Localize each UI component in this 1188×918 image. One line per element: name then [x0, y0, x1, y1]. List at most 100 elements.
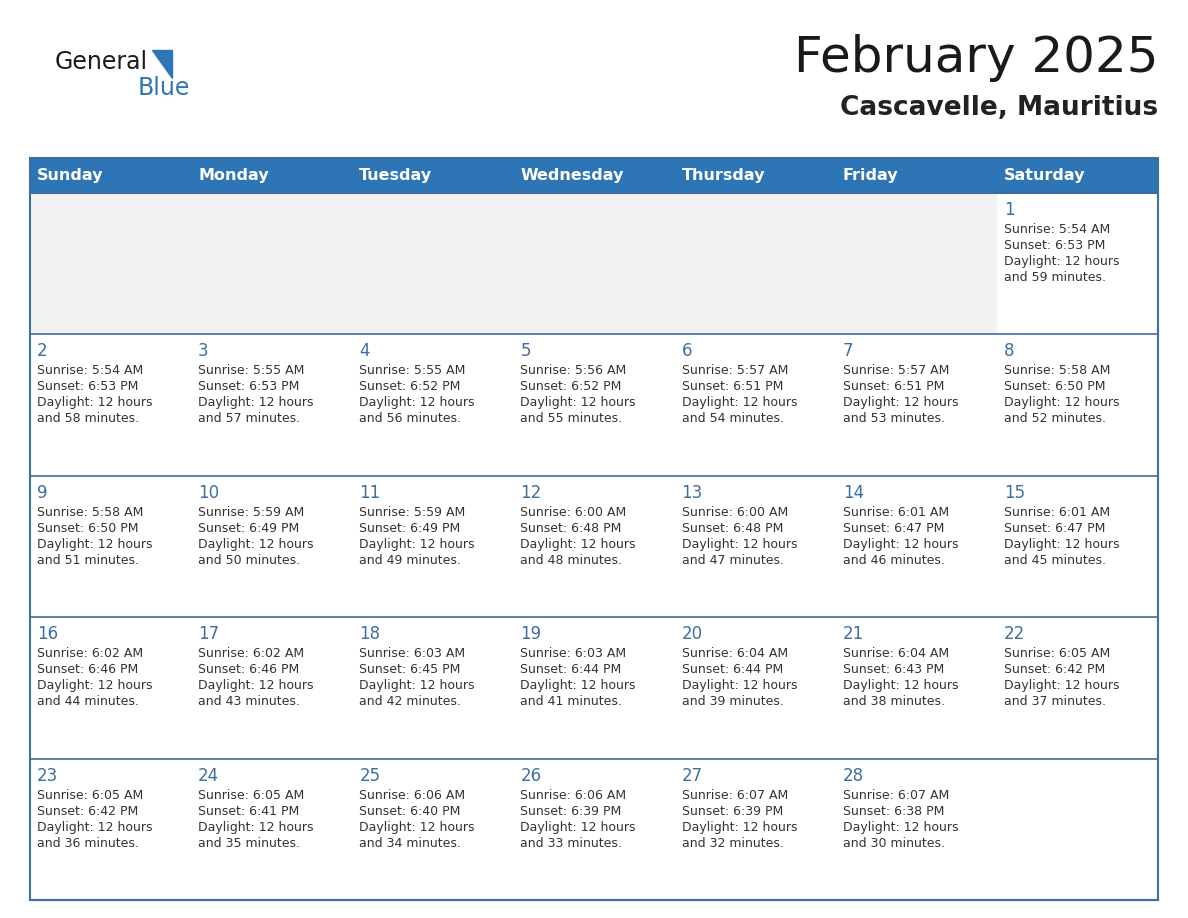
Text: Wednesday: Wednesday	[520, 168, 624, 183]
Text: Daylight: 12 hours: Daylight: 12 hours	[37, 538, 152, 551]
Text: and 57 minutes.: and 57 minutes.	[198, 412, 301, 425]
Text: Daylight: 12 hours: Daylight: 12 hours	[842, 679, 959, 692]
Text: Sunset: 6:48 PM: Sunset: 6:48 PM	[682, 521, 783, 535]
Text: and 58 minutes.: and 58 minutes.	[37, 412, 139, 425]
Text: Daylight: 12 hours: Daylight: 12 hours	[520, 538, 636, 551]
Text: Sunset: 6:40 PM: Sunset: 6:40 PM	[359, 804, 461, 818]
Text: Sunrise: 6:01 AM: Sunrise: 6:01 AM	[842, 506, 949, 519]
Bar	[30, 158, 1158, 193]
Text: Sunrise: 6:04 AM: Sunrise: 6:04 AM	[842, 647, 949, 660]
Bar	[191, 334, 353, 476]
Text: Sunset: 6:38 PM: Sunset: 6:38 PM	[842, 804, 944, 818]
Text: and 50 minutes.: and 50 minutes.	[198, 554, 301, 566]
Text: and 48 minutes.: and 48 minutes.	[520, 554, 623, 566]
Text: Daylight: 12 hours: Daylight: 12 hours	[520, 821, 636, 834]
Text: 4: 4	[359, 342, 369, 361]
Text: 5: 5	[520, 342, 531, 361]
Bar	[191, 617, 353, 758]
Text: Daylight: 12 hours: Daylight: 12 hours	[1004, 538, 1119, 551]
Text: and 46 minutes.: and 46 minutes.	[842, 554, 944, 566]
Text: Sunrise: 6:00 AM: Sunrise: 6:00 AM	[520, 506, 627, 519]
Bar	[353, 476, 513, 617]
Text: 2: 2	[37, 342, 48, 361]
Text: Sunset: 6:44 PM: Sunset: 6:44 PM	[682, 663, 783, 677]
Text: 11: 11	[359, 484, 380, 502]
Bar	[30, 334, 191, 476]
Text: 28: 28	[842, 767, 864, 785]
Bar	[30, 758, 191, 900]
Bar	[997, 758, 1158, 900]
Text: and 41 minutes.: and 41 minutes.	[520, 695, 623, 708]
Text: Sunrise: 5:58 AM: Sunrise: 5:58 AM	[37, 506, 144, 519]
Text: Sunset: 6:50 PM: Sunset: 6:50 PM	[37, 521, 139, 535]
Text: Sunset: 6:53 PM: Sunset: 6:53 PM	[198, 380, 299, 394]
Text: 8: 8	[1004, 342, 1015, 361]
Text: Sunset: 6:42 PM: Sunset: 6:42 PM	[1004, 663, 1105, 677]
Text: Daylight: 12 hours: Daylight: 12 hours	[842, 538, 959, 551]
Bar	[835, 476, 997, 617]
Text: and 42 minutes.: and 42 minutes.	[359, 695, 461, 708]
Text: Cascavelle, Mauritius: Cascavelle, Mauritius	[840, 95, 1158, 121]
Text: 12: 12	[520, 484, 542, 502]
Text: 16: 16	[37, 625, 58, 644]
Text: Daylight: 12 hours: Daylight: 12 hours	[842, 821, 959, 834]
Bar	[835, 758, 997, 900]
Text: Daylight: 12 hours: Daylight: 12 hours	[682, 538, 797, 551]
Text: Daylight: 12 hours: Daylight: 12 hours	[842, 397, 959, 409]
Text: Sunrise: 6:07 AM: Sunrise: 6:07 AM	[682, 789, 788, 801]
Text: Monday: Monday	[198, 168, 268, 183]
Text: Daylight: 12 hours: Daylight: 12 hours	[1004, 679, 1119, 692]
Text: Sunset: 6:41 PM: Sunset: 6:41 PM	[198, 804, 299, 818]
Text: Sunset: 6:44 PM: Sunset: 6:44 PM	[520, 663, 621, 677]
Text: Sunrise: 5:57 AM: Sunrise: 5:57 AM	[842, 364, 949, 377]
Text: Sunday: Sunday	[37, 168, 103, 183]
Text: and 52 minutes.: and 52 minutes.	[1004, 412, 1106, 425]
Text: Sunset: 6:52 PM: Sunset: 6:52 PM	[520, 380, 621, 394]
Bar	[353, 193, 513, 334]
Text: and 33 minutes.: and 33 minutes.	[520, 836, 623, 849]
Text: Sunrise: 5:55 AM: Sunrise: 5:55 AM	[359, 364, 466, 377]
Text: Daylight: 12 hours: Daylight: 12 hours	[37, 821, 152, 834]
Text: and 43 minutes.: and 43 minutes.	[198, 695, 301, 708]
Text: Daylight: 12 hours: Daylight: 12 hours	[359, 821, 475, 834]
Bar	[997, 193, 1158, 334]
Text: 18: 18	[359, 625, 380, 644]
Text: Sunrise: 5:59 AM: Sunrise: 5:59 AM	[198, 506, 304, 519]
Text: Daylight: 12 hours: Daylight: 12 hours	[359, 538, 475, 551]
Text: Sunset: 6:46 PM: Sunset: 6:46 PM	[198, 663, 299, 677]
Text: Sunrise: 6:03 AM: Sunrise: 6:03 AM	[520, 647, 626, 660]
Text: and 55 minutes.: and 55 minutes.	[520, 412, 623, 425]
Text: Sunrise: 6:05 AM: Sunrise: 6:05 AM	[198, 789, 304, 801]
Text: Sunset: 6:43 PM: Sunset: 6:43 PM	[842, 663, 944, 677]
Text: 3: 3	[198, 342, 209, 361]
Text: Sunrise: 6:03 AM: Sunrise: 6:03 AM	[359, 647, 466, 660]
Text: Daylight: 12 hours: Daylight: 12 hours	[682, 821, 797, 834]
Text: 6: 6	[682, 342, 693, 361]
Text: and 59 minutes.: and 59 minutes.	[1004, 271, 1106, 284]
Text: 7: 7	[842, 342, 853, 361]
Text: Sunrise: 6:06 AM: Sunrise: 6:06 AM	[359, 789, 466, 801]
Text: Sunrise: 5:57 AM: Sunrise: 5:57 AM	[682, 364, 788, 377]
Text: Sunrise: 6:05 AM: Sunrise: 6:05 AM	[37, 789, 144, 801]
Bar	[835, 334, 997, 476]
Bar	[513, 334, 675, 476]
Bar	[675, 758, 835, 900]
Text: Sunrise: 5:55 AM: Sunrise: 5:55 AM	[198, 364, 304, 377]
Text: Sunrise: 6:04 AM: Sunrise: 6:04 AM	[682, 647, 788, 660]
Text: Daylight: 12 hours: Daylight: 12 hours	[359, 397, 475, 409]
Text: Thursday: Thursday	[682, 168, 765, 183]
Text: Sunset: 6:49 PM: Sunset: 6:49 PM	[359, 521, 461, 535]
Text: and 38 minutes.: and 38 minutes.	[842, 695, 944, 708]
Text: Blue: Blue	[138, 76, 190, 100]
Text: 15: 15	[1004, 484, 1025, 502]
Text: Sunrise: 5:58 AM: Sunrise: 5:58 AM	[1004, 364, 1111, 377]
Text: Daylight: 12 hours: Daylight: 12 hours	[198, 679, 314, 692]
Text: Daylight: 12 hours: Daylight: 12 hours	[198, 538, 314, 551]
Text: Sunrise: 6:02 AM: Sunrise: 6:02 AM	[198, 647, 304, 660]
Text: Sunset: 6:42 PM: Sunset: 6:42 PM	[37, 804, 138, 818]
Bar	[513, 193, 675, 334]
Text: 20: 20	[682, 625, 702, 644]
Text: Sunrise: 5:54 AM: Sunrise: 5:54 AM	[1004, 223, 1110, 236]
Text: and 56 minutes.: and 56 minutes.	[359, 412, 461, 425]
Text: 26: 26	[520, 767, 542, 785]
